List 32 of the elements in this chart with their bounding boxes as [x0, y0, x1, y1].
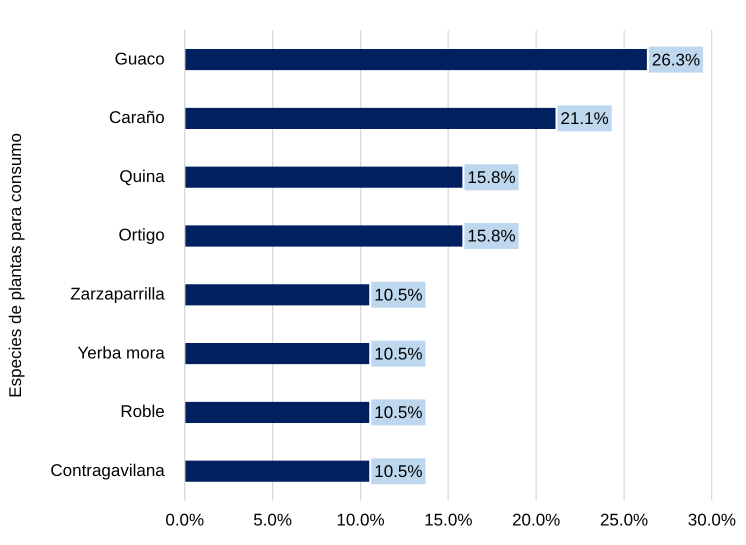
x-tick-label: 0.0%: [165, 510, 204, 530]
y-tick-label: Contragavilana: [50, 460, 166, 480]
y-tick-label: Roble: [120, 402, 165, 422]
bar: [185, 284, 370, 306]
x-tick-label: 30.0%: [688, 510, 736, 530]
data-label: 26.3%: [652, 50, 700, 70]
y-tick-label: Ortigo: [118, 226, 165, 245]
bar: [185, 402, 370, 423]
y-axis-title: Especies de plantas para consumo: [6, 133, 25, 398]
bar: [185, 108, 556, 129]
data-label: 10.5%: [374, 403, 422, 422]
data-label: 10.5%: [374, 285, 422, 304]
data-label: 21.1%: [560, 109, 609, 128]
data-label: 10.5%: [374, 344, 422, 364]
x-tick-label: 5.0%: [253, 510, 292, 530]
y-tick-label: Caraño: [108, 108, 165, 128]
data-label: 10.5%: [374, 462, 422, 481]
y-tick-label: Quina: [119, 166, 166, 186]
y-tick-label: Guaco: [114, 49, 165, 68]
data-label: 15.8%: [467, 168, 516, 187]
data-label: 15.8%: [467, 226, 516, 246]
bar: [185, 49, 647, 70]
bar: [185, 343, 370, 364]
bar: [185, 225, 462, 247]
y-tick-label: Zarzaparrilla: [70, 284, 166, 304]
bar: [185, 460, 370, 482]
y-tick-label: Yerba mora: [77, 343, 166, 362]
x-tick-label: 20.0%: [512, 510, 560, 530]
bar: [185, 166, 462, 188]
x-tick-label: 25.0%: [600, 510, 648, 530]
x-tick-label: 10.0%: [336, 510, 385, 530]
x-tick-label: 15.0%: [424, 510, 472, 530]
